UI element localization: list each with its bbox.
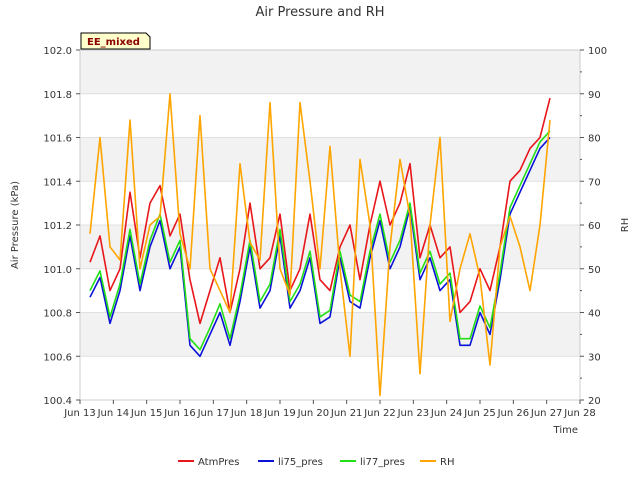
x-tick-label-15: Jun 28 — [563, 408, 596, 419]
axes-layer: 100.4 100.6 100.8 101.0 101.2 101.4 101.6 101.8… — [43, 46, 607, 419]
x-axis-label: Time — [553, 425, 578, 436]
y2-axis-label: RH — [620, 218, 631, 232]
y2-tick-label-3: 50 — [588, 265, 601, 276]
y-tick-label-2: 100.8 — [43, 309, 72, 320]
series-line-rh — [89, 93, 551, 397]
y-tick-label-3: 101.0 — [43, 265, 72, 276]
y-tick-label-6: 101.6 — [43, 134, 72, 145]
x-tick-label-8: Jun 21 — [330, 408, 363, 419]
x-tick-label-10: Jun 23 — [397, 408, 430, 419]
y-tick-label-7: 101.8 — [43, 90, 72, 101]
series-line-atmpres — [89, 97, 551, 325]
y-tick-label-8: 102.0 — [43, 46, 72, 57]
y2-tick-label-4: 60 — [588, 221, 601, 232]
x-tick-label-11: Jun 24 — [430, 408, 463, 419]
band-0 — [80, 312, 580, 357]
y2-tick-label-2: 40 — [588, 309, 601, 320]
y2-tick-label-7: 90 — [588, 90, 601, 101]
y-tick-label-0: 100.4 — [43, 396, 72, 407]
x-tick-label-5: Jun 18 — [230, 408, 263, 419]
x-tick-label-1: Jun 14 — [97, 408, 130, 419]
legend-label-li75-pres: li75_pres — [278, 457, 323, 468]
x-tick-label-7: Jun 20 — [297, 408, 330, 419]
x-tick-label-13: Jun 26 — [497, 408, 530, 419]
x-tick-label-0: Jun 13 — [63, 408, 96, 419]
y2-tick-label-0: 20 — [588, 396, 601, 407]
legend-label-li77-pres: li77_pres — [360, 457, 405, 468]
badge-label: EE_mixed — [87, 37, 140, 48]
x-tick-label-4: Jun 17 — [197, 408, 230, 419]
y2-tick-label-5: 70 — [588, 177, 601, 188]
y2-tick-label-6: 80 — [588, 134, 601, 145]
y2-tick-label-1: 30 — [588, 352, 601, 363]
series-line-li75-pres — [89, 136, 551, 358]
ee-mixed-badge: EE_mixed — [80, 32, 151, 50]
series-layer — [89, 93, 551, 397]
series-line-li77-pres — [89, 130, 551, 351]
x-tick-label-3: Jun 16 — [163, 408, 196, 419]
x-tick-label-9: Jun 22 — [363, 408, 396, 419]
band-3 — [80, 50, 580, 94]
x-tick-label-14: Jun 27 — [530, 408, 563, 419]
x-tick-label-12: Jun 25 — [463, 408, 496, 419]
band-2 — [80, 137, 580, 182]
x-tick-label-2: Jun 15 — [130, 408, 163, 419]
legend-label-rh: RH — [440, 457, 454, 468]
y-tick-label-1: 100.6 — [43, 352, 72, 363]
legend: AtmPres li75_pres li77_pres RH — [178, 457, 454, 468]
y-tick-label-5: 101.4 — [43, 177, 72, 188]
legend-label-atmpres: AtmPres — [198, 457, 239, 468]
y-tick-label-4: 101.2 — [43, 221, 72, 232]
y-axis-label: Air Pressure (kPa) — [10, 181, 21, 269]
x-tick-label-6: Jun 19 — [263, 408, 296, 419]
y2-tick-label-8: 100 — [588, 46, 607, 57]
chart-title: Air Pressure and RH — [255, 5, 384, 20]
band-layer — [80, 50, 580, 357]
